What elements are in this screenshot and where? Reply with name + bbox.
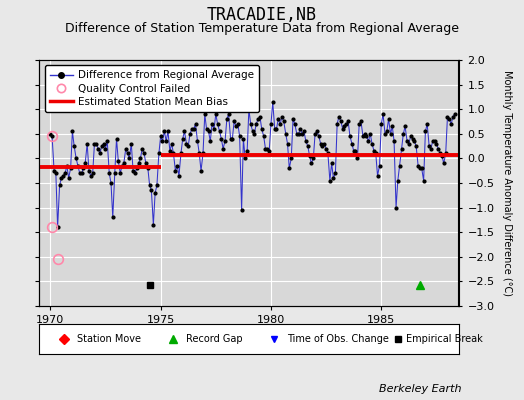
Text: TRACADIE,NB: TRACADIE,NB xyxy=(207,6,317,24)
Text: Empirical Break: Empirical Break xyxy=(406,334,483,344)
Legend: Difference from Regional Average, Quality Control Failed, Estimated Station Mean: Difference from Regional Average, Qualit… xyxy=(45,65,259,112)
Y-axis label: Monthly Temperature Anomaly Difference (°C): Monthly Temperature Anomaly Difference (… xyxy=(501,70,511,296)
Text: Berkeley Earth: Berkeley Earth xyxy=(379,384,461,394)
Text: Time of Obs. Change: Time of Obs. Change xyxy=(287,334,388,344)
Text: Record Gap: Record Gap xyxy=(186,334,243,344)
Text: Station Move: Station Move xyxy=(77,334,141,344)
Text: Difference of Station Temperature Data from Regional Average: Difference of Station Temperature Data f… xyxy=(65,22,459,35)
